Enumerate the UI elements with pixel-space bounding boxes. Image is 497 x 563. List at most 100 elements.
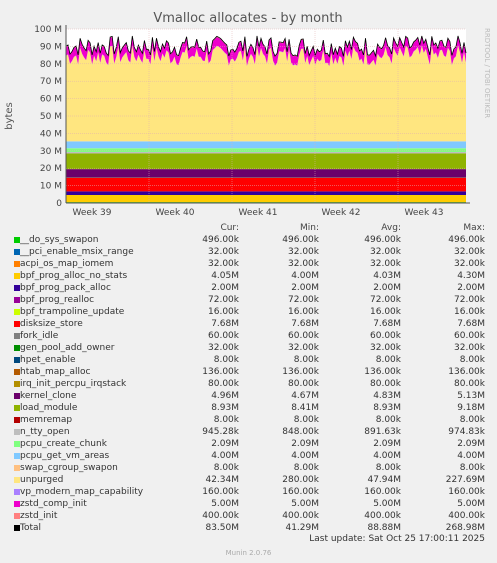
legend-row: irq_init_percpu_irqstack 80.00k 80.00k 80.0… xyxy=(0,378,497,390)
legend-cur: 83.50M xyxy=(205,523,239,533)
legend-swatch xyxy=(14,489,20,495)
total-line xyxy=(65,35,467,58)
legend-swatch xyxy=(14,297,20,303)
legend-cur: 72.00k xyxy=(208,295,239,305)
legend-min: 60.00k xyxy=(288,331,319,341)
legend-swatch xyxy=(14,513,20,519)
legend-row: bpf_prog_realloc 72.00k 72.00k 72.00k 72.00k xyxy=(0,294,497,306)
legend-max: 268.98M xyxy=(445,523,485,533)
legend-row: zstd_init 400.00k 400.00k 400.00k 400.00k xyxy=(0,510,497,522)
legend-header: Cur: Min: Avg: Max: xyxy=(0,222,497,234)
legend-cur: 2.00M xyxy=(211,283,239,293)
legend-min: 8.00k xyxy=(293,415,319,425)
legend-avg: 88.88M xyxy=(367,523,401,533)
y-axis-label: bytes xyxy=(4,102,15,130)
legend-cur: 60.00k xyxy=(208,331,239,341)
legend-swatch xyxy=(14,417,20,423)
legend-max: 60.00k xyxy=(454,331,485,341)
x-tick-label: Week 40 xyxy=(156,208,195,218)
legend-max: 160.00k xyxy=(448,487,485,497)
legend-swatch xyxy=(14,525,20,531)
legend-cur: 80.00k xyxy=(208,379,239,389)
legend-min: 32.00k xyxy=(288,259,319,269)
legend-min: 41.29M xyxy=(285,523,319,533)
legend-max: 2.09M xyxy=(457,439,485,449)
legend-max: 7.68M xyxy=(457,319,485,329)
legend-avg: 496.00k xyxy=(364,235,401,245)
legend-max: 8.00k xyxy=(459,355,485,365)
legend-row: htab_map_alloc 136.00k 136.00k 136.00k 136.0… xyxy=(0,366,497,378)
legend-header-avg: Avg: xyxy=(381,223,401,233)
legend-avg: 160.00k xyxy=(364,487,401,497)
legend-avg: 4.03M xyxy=(373,271,401,281)
legend-swatch xyxy=(14,237,20,243)
legend-row: load_module 8.93M 8.41M 8.93M 9.18M xyxy=(0,402,497,414)
legend-swatch xyxy=(14,405,20,411)
legend-avg: 4.83M xyxy=(373,391,401,401)
legend-min: 7.68M xyxy=(291,319,319,329)
legend-max: 136.00k xyxy=(448,367,485,377)
area-layers xyxy=(66,35,466,203)
area-disksize-store xyxy=(66,178,466,192)
legend-cur: 496.00k xyxy=(202,235,239,245)
legend-row: memremap 8.00k 8.00k 8.00k 8.00k xyxy=(0,414,497,426)
legend-avg: 8.00k xyxy=(375,415,401,425)
legend-avg: 2.09M xyxy=(373,439,401,449)
legend-max: 5.13M xyxy=(457,391,485,401)
legend-cur: 32.00k xyxy=(208,343,239,353)
legend-swatch xyxy=(14,393,20,399)
legend-min: 80.00k xyxy=(288,379,319,389)
y-tick-label: 10 M xyxy=(40,182,62,192)
y-tick-label: 70 M xyxy=(40,77,62,87)
chart-area: Vmalloc allocates - by month RRDTOOL / TO… xyxy=(4,11,491,218)
legend-avg: 136.00k xyxy=(364,367,401,377)
legend-avg: 32.00k xyxy=(370,343,401,353)
y-tick-label: 100 M xyxy=(34,25,62,35)
legend-row: Total 83.50M 41.29M 88.88M 268.98M xyxy=(0,522,497,534)
legend-cur: 32.00k xyxy=(208,247,239,257)
legend: Cur: Min: Avg: Max: __do_sys_swapon 496.0… xyxy=(0,222,497,534)
legend-name: __pci_enable_msix_range xyxy=(20,247,134,257)
legend-row: n_tty_open 945.28k 848.00k 891.63k 974.83k xyxy=(0,426,497,438)
legend-avg: 400.00k xyxy=(364,511,401,521)
legend-avg: 7.68M xyxy=(373,319,401,329)
legend-avg: 8.93M xyxy=(373,403,401,413)
legend-row: hpet_enable 8.00k 8.00k 8.00k 8.00k xyxy=(0,354,497,366)
legend-avg: 2.00M xyxy=(373,283,401,293)
legend-cur: 4.00M xyxy=(211,451,239,461)
legend-min: 2.09M xyxy=(291,439,319,449)
legend-row: pcpu_create_chunk 2.09M 2.09M 2.09M 2.09M xyxy=(0,438,497,450)
legend-name: pcpu_get_vm_areas xyxy=(20,451,110,461)
legend-min: 16.00k xyxy=(288,307,319,317)
legend-swatch xyxy=(14,501,20,507)
legend-swatch xyxy=(14,441,20,447)
legend-min: 2.00M xyxy=(291,283,319,293)
legend-max: 2.00M xyxy=(457,283,485,293)
area-unpurged xyxy=(66,45,466,142)
legend-max: 32.00k xyxy=(454,247,485,257)
legend-row: acpi_os_map_iomem 32.00k 32.00k 32.00k 32.00… xyxy=(0,258,497,270)
chart-title: Vmalloc allocates - by month xyxy=(153,11,342,26)
legend-min: 848.00k xyxy=(282,427,319,437)
legend-avg: 32.00k xyxy=(370,259,401,269)
legend-row: zstd_comp_init 5.00M 5.00M 5.00M 5.00M xyxy=(0,498,497,510)
y-tick-label: 60 M xyxy=(40,95,62,105)
legend-min: 72.00k xyxy=(288,295,319,305)
legend-name: bpf_prog_pack_alloc xyxy=(20,283,111,293)
legend-min: 4.67M xyxy=(291,391,319,401)
footer-version: Munin 2.0.76 xyxy=(225,549,272,557)
legend-min: 160.00k xyxy=(282,487,319,497)
legend-cur: 8.00k xyxy=(213,463,239,473)
legend-max: 5.00M xyxy=(457,499,485,509)
legend-cur: 8.00k xyxy=(213,415,239,425)
legend-name: fork_idle xyxy=(20,331,59,341)
legend-avg: 8.00k xyxy=(375,355,401,365)
y-tick-label: 20 M xyxy=(40,164,62,174)
y-tick-label: 50 M xyxy=(40,112,62,122)
legend-min: 4.00M xyxy=(291,271,319,281)
area-load-module xyxy=(66,153,466,170)
legend-swatch xyxy=(14,261,20,267)
y-tick-label: 30 M xyxy=(40,147,62,157)
legend-min: 8.41M xyxy=(291,403,319,413)
legend-row: fork_idle 60.00k 60.00k 60.00k 60.00k xyxy=(0,330,497,342)
